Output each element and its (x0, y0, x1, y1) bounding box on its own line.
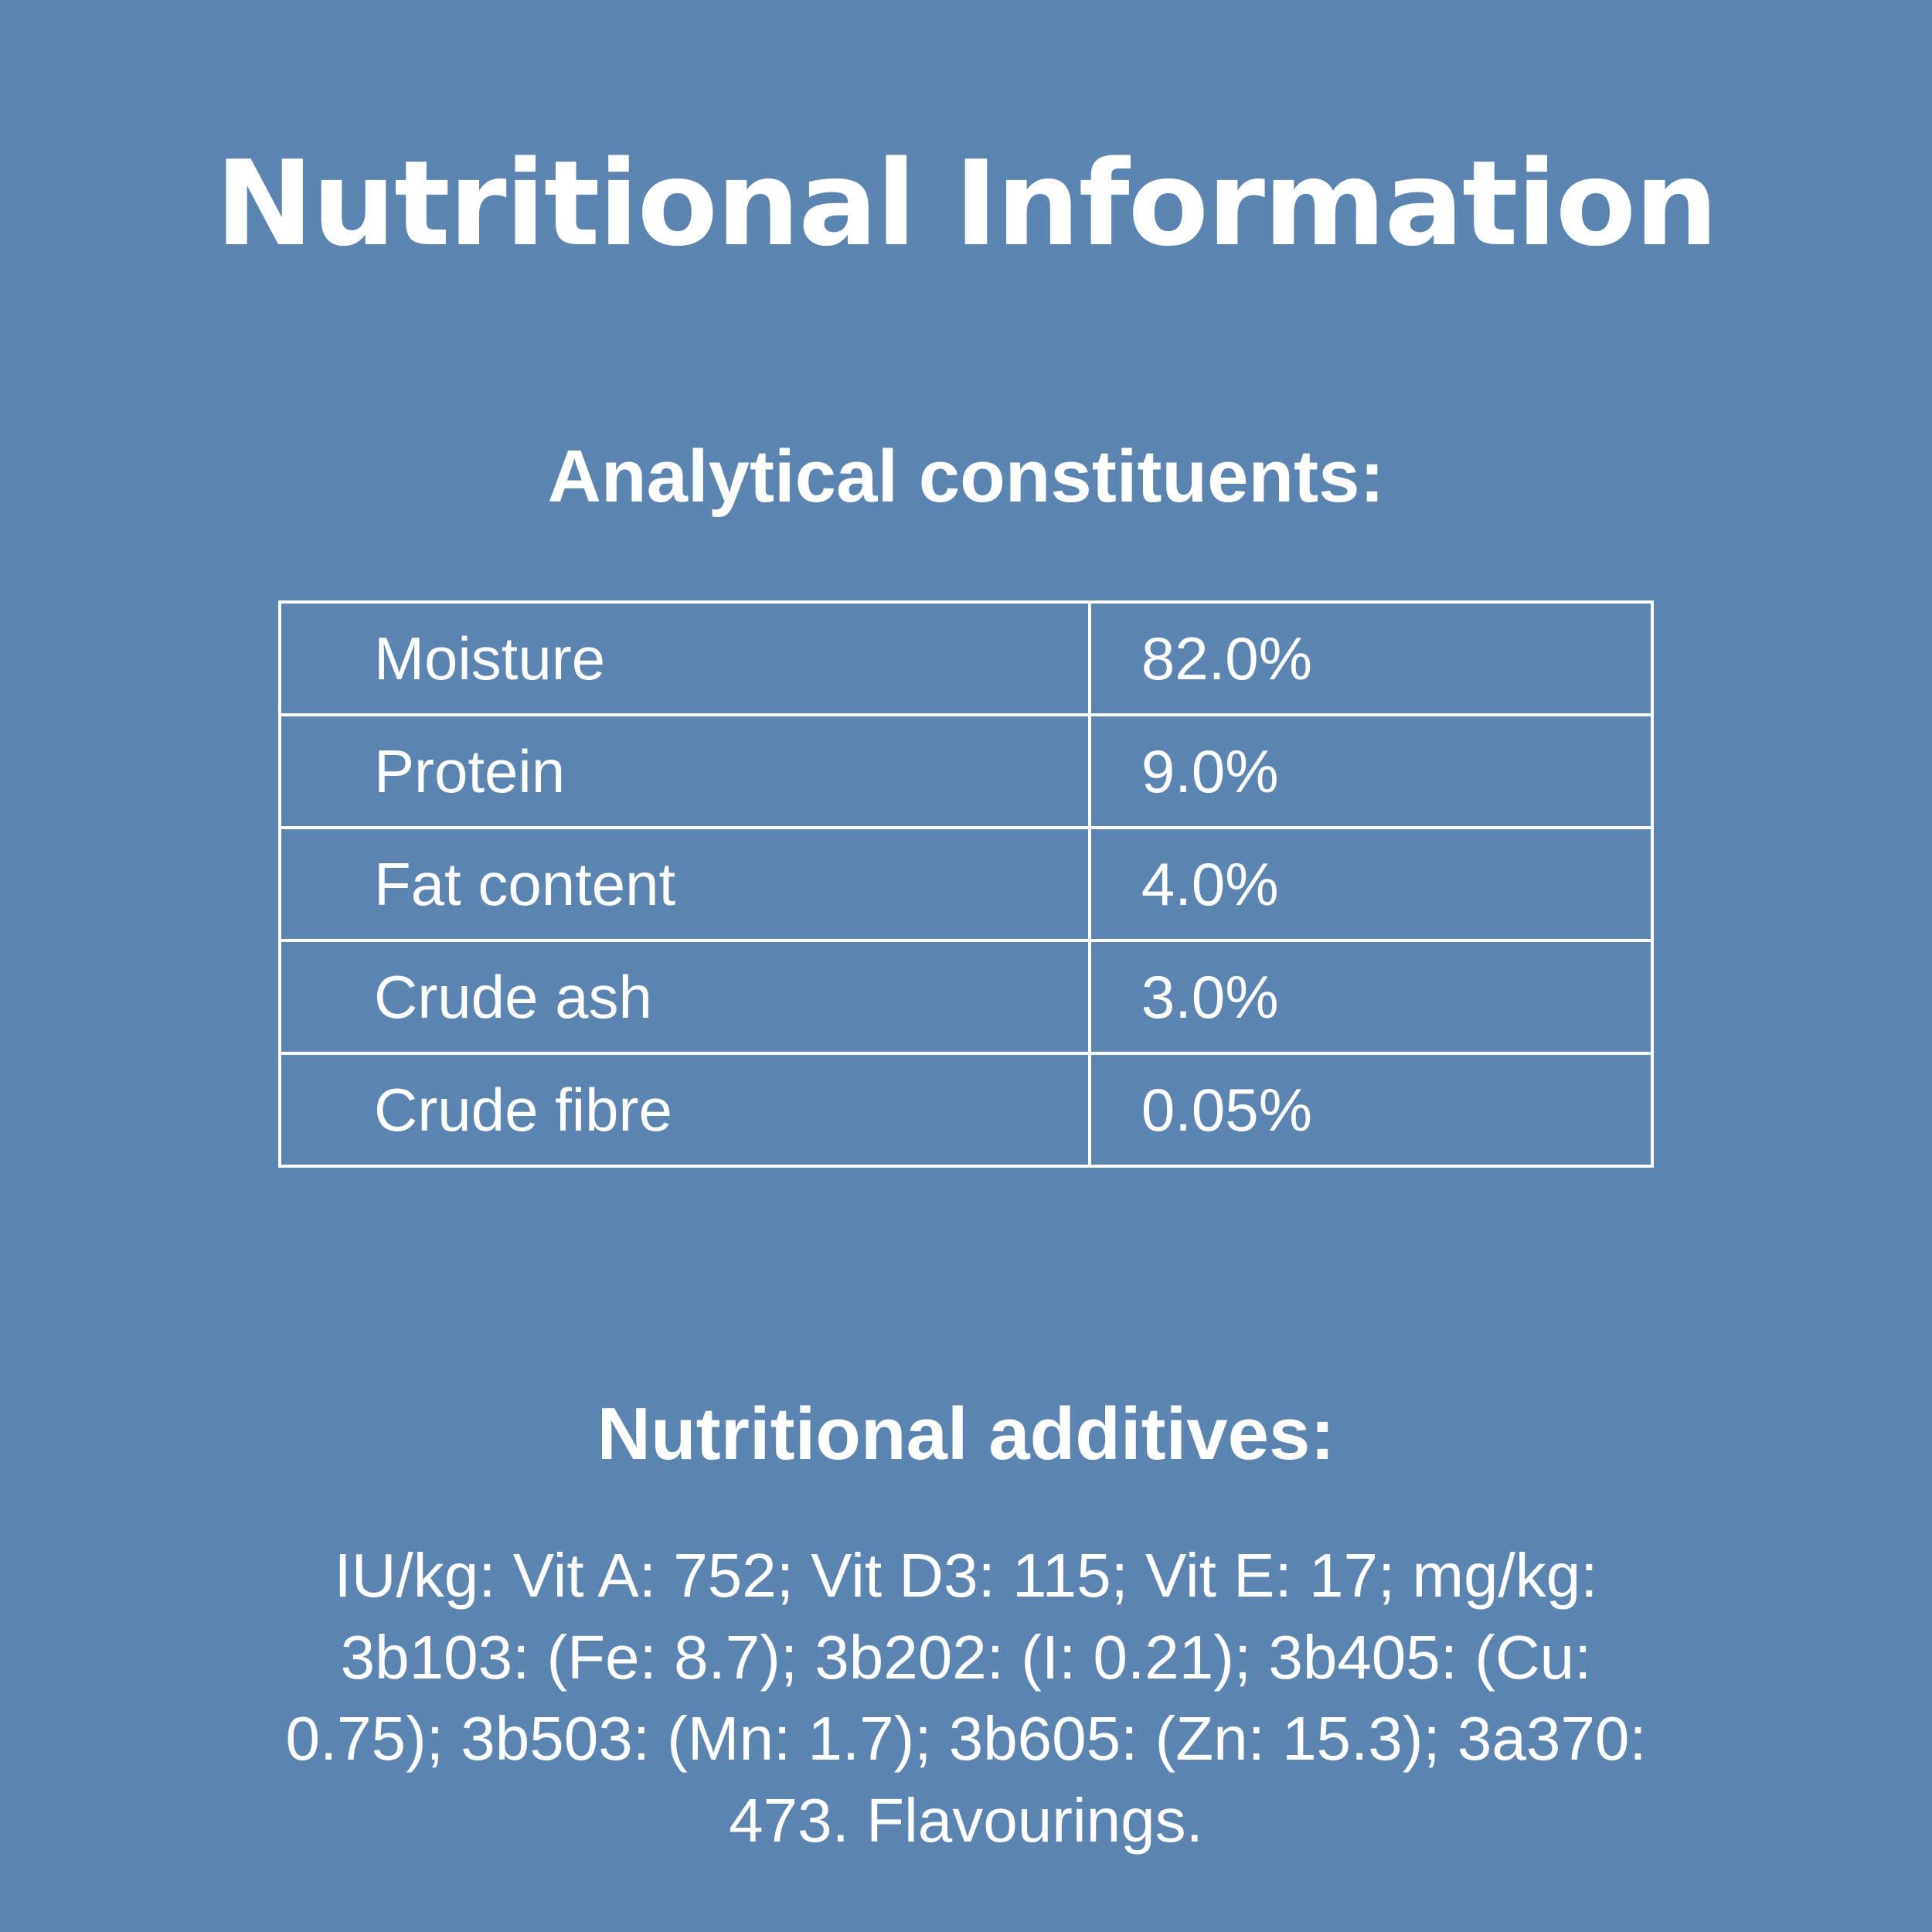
page-title: Nutritional Information (215, 135, 1719, 272)
nutritional-additives-text: IU/kg: Vit A: 752; Vit D3: 115; Vit E: 1… (285, 1541, 1647, 1855)
nutrient-value: 0.05% (1087, 1052, 1655, 1168)
nutrient-label: Moisture (278, 600, 1091, 716)
table-row-fat-content: Fat content 4.0% (278, 826, 1655, 942)
nutrient-value: 9.0% (1087, 713, 1655, 829)
analytical-constituents-heading: Analytical constituents: (547, 435, 1385, 518)
nutrient-value: 82.0% (1087, 600, 1655, 716)
nutrient-value: 4.0% (1087, 826, 1655, 942)
nutrient-label: Crude fibre (278, 1052, 1091, 1168)
nutritional-additives-heading: Nutritional additives: (597, 1393, 1335, 1475)
analytical-constituents-table: Moisture 82.0% Protein 9.0% Fat content … (278, 600, 1655, 1168)
table-row-moisture: Moisture 82.0% (278, 600, 1655, 716)
table-row-crude-fibre: Crude fibre 0.05% (278, 1052, 1655, 1168)
table-row-protein: Protein 9.0% (278, 713, 1655, 829)
nutrient-value: 3.0% (1087, 939, 1655, 1055)
table-row-crude-ash: Crude ash 3.0% (278, 939, 1655, 1055)
nutrient-label: Fat content (278, 826, 1091, 942)
nutrient-label: Crude ash (278, 939, 1091, 1055)
nutrient-label: Protein (278, 713, 1091, 829)
